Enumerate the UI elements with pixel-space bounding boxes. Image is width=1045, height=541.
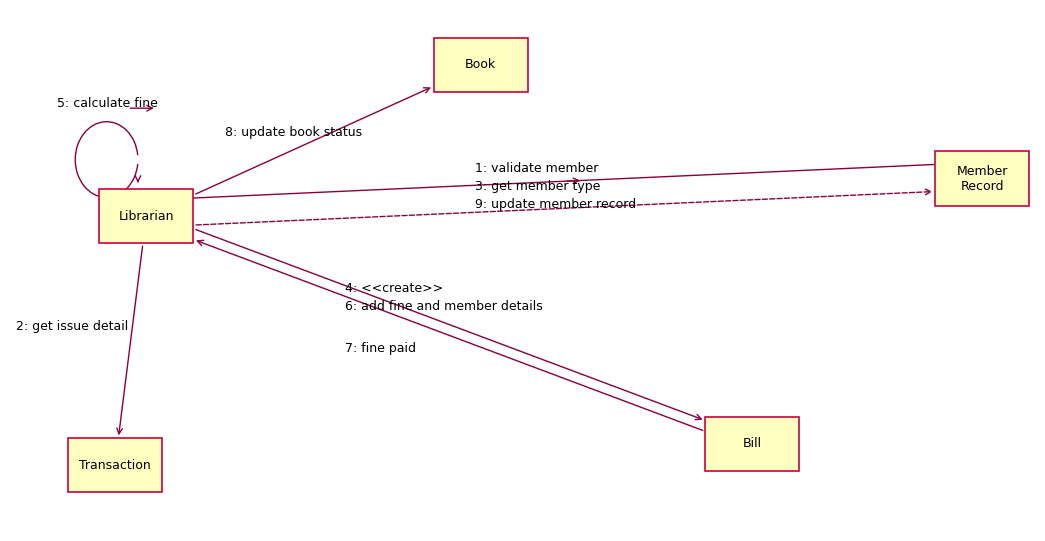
Text: Librarian: Librarian xyxy=(118,210,175,223)
FancyBboxPatch shape xyxy=(68,438,162,492)
FancyBboxPatch shape xyxy=(705,417,799,471)
Text: 2: get issue detail: 2: get issue detail xyxy=(16,320,127,333)
Text: 4: <<create>>
6: add fine and member details: 4: <<create>> 6: add fine and member det… xyxy=(345,282,542,313)
Text: 8: update book status: 8: update book status xyxy=(225,126,362,138)
Text: Transaction: Transaction xyxy=(79,459,150,472)
Text: 1: validate member
3: get member type
9: update member record: 1: validate member 3: get member type 9:… xyxy=(475,162,636,212)
Text: Book: Book xyxy=(465,58,496,71)
Text: 7: fine paid: 7: fine paid xyxy=(345,342,416,355)
Text: 5: calculate fine: 5: calculate fine xyxy=(57,97,159,110)
Text: Member
Record: Member Record xyxy=(956,164,1008,193)
Text: Bill: Bill xyxy=(743,437,762,450)
FancyBboxPatch shape xyxy=(99,189,193,243)
FancyBboxPatch shape xyxy=(434,38,528,92)
FancyBboxPatch shape xyxy=(935,151,1029,206)
